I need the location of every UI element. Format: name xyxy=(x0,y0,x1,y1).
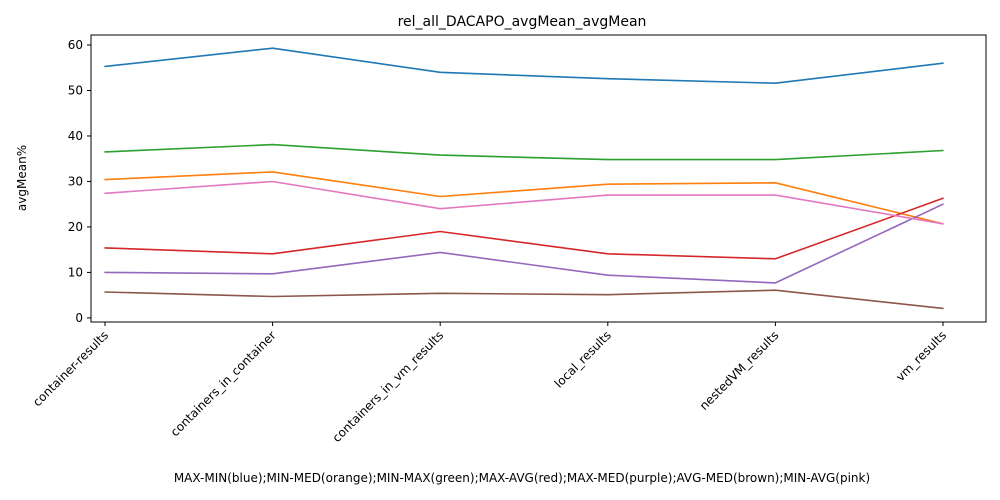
series-line-3 xyxy=(104,143,944,161)
series-line-1 xyxy=(104,47,944,84)
y-tick-label: 20 xyxy=(68,220,83,234)
series-line-6 xyxy=(104,289,944,310)
series-line-7 xyxy=(104,180,944,225)
x-tick-label: containers_in_vm_results xyxy=(330,328,447,445)
x-axis-label: MAX-MIN(blue);MIN-MED(orange);MIN-MAX(gr… xyxy=(174,471,870,485)
series-layer xyxy=(104,47,944,310)
y-tick-label: 50 xyxy=(68,83,83,97)
series-line-2 xyxy=(104,171,944,225)
x-tick-label: containers_in_container xyxy=(168,328,279,439)
series-line-4 xyxy=(104,197,944,260)
x-tick-label: nestedVM_results xyxy=(697,328,782,413)
y-tick-label: 40 xyxy=(68,129,83,143)
y-axis-label: avgMean% xyxy=(15,145,29,211)
y-tick-label: 30 xyxy=(68,174,83,188)
x-tick-label: local_results xyxy=(552,328,614,390)
y-tick-label: 60 xyxy=(68,38,83,52)
chart-title: rel_all_DACAPO_avgMean_avgMean xyxy=(398,14,647,30)
plot-frame xyxy=(90,34,987,323)
y-axis: 0 10 20 30 40 50 60 xyxy=(68,38,91,325)
x-axis: container-results containers_in_container… xyxy=(30,322,949,445)
x-tick-label: vm_results xyxy=(893,328,949,384)
series-line-5 xyxy=(104,203,944,284)
x-tick-label: container-results xyxy=(30,328,111,409)
y-tick-label: 0 xyxy=(75,311,83,325)
y-tick-label: 10 xyxy=(68,265,83,279)
